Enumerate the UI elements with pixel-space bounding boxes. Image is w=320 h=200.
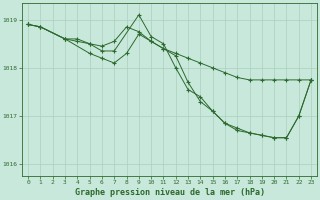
X-axis label: Graphe pression niveau de la mer (hPa): Graphe pression niveau de la mer (hPa) — [75, 188, 265, 197]
